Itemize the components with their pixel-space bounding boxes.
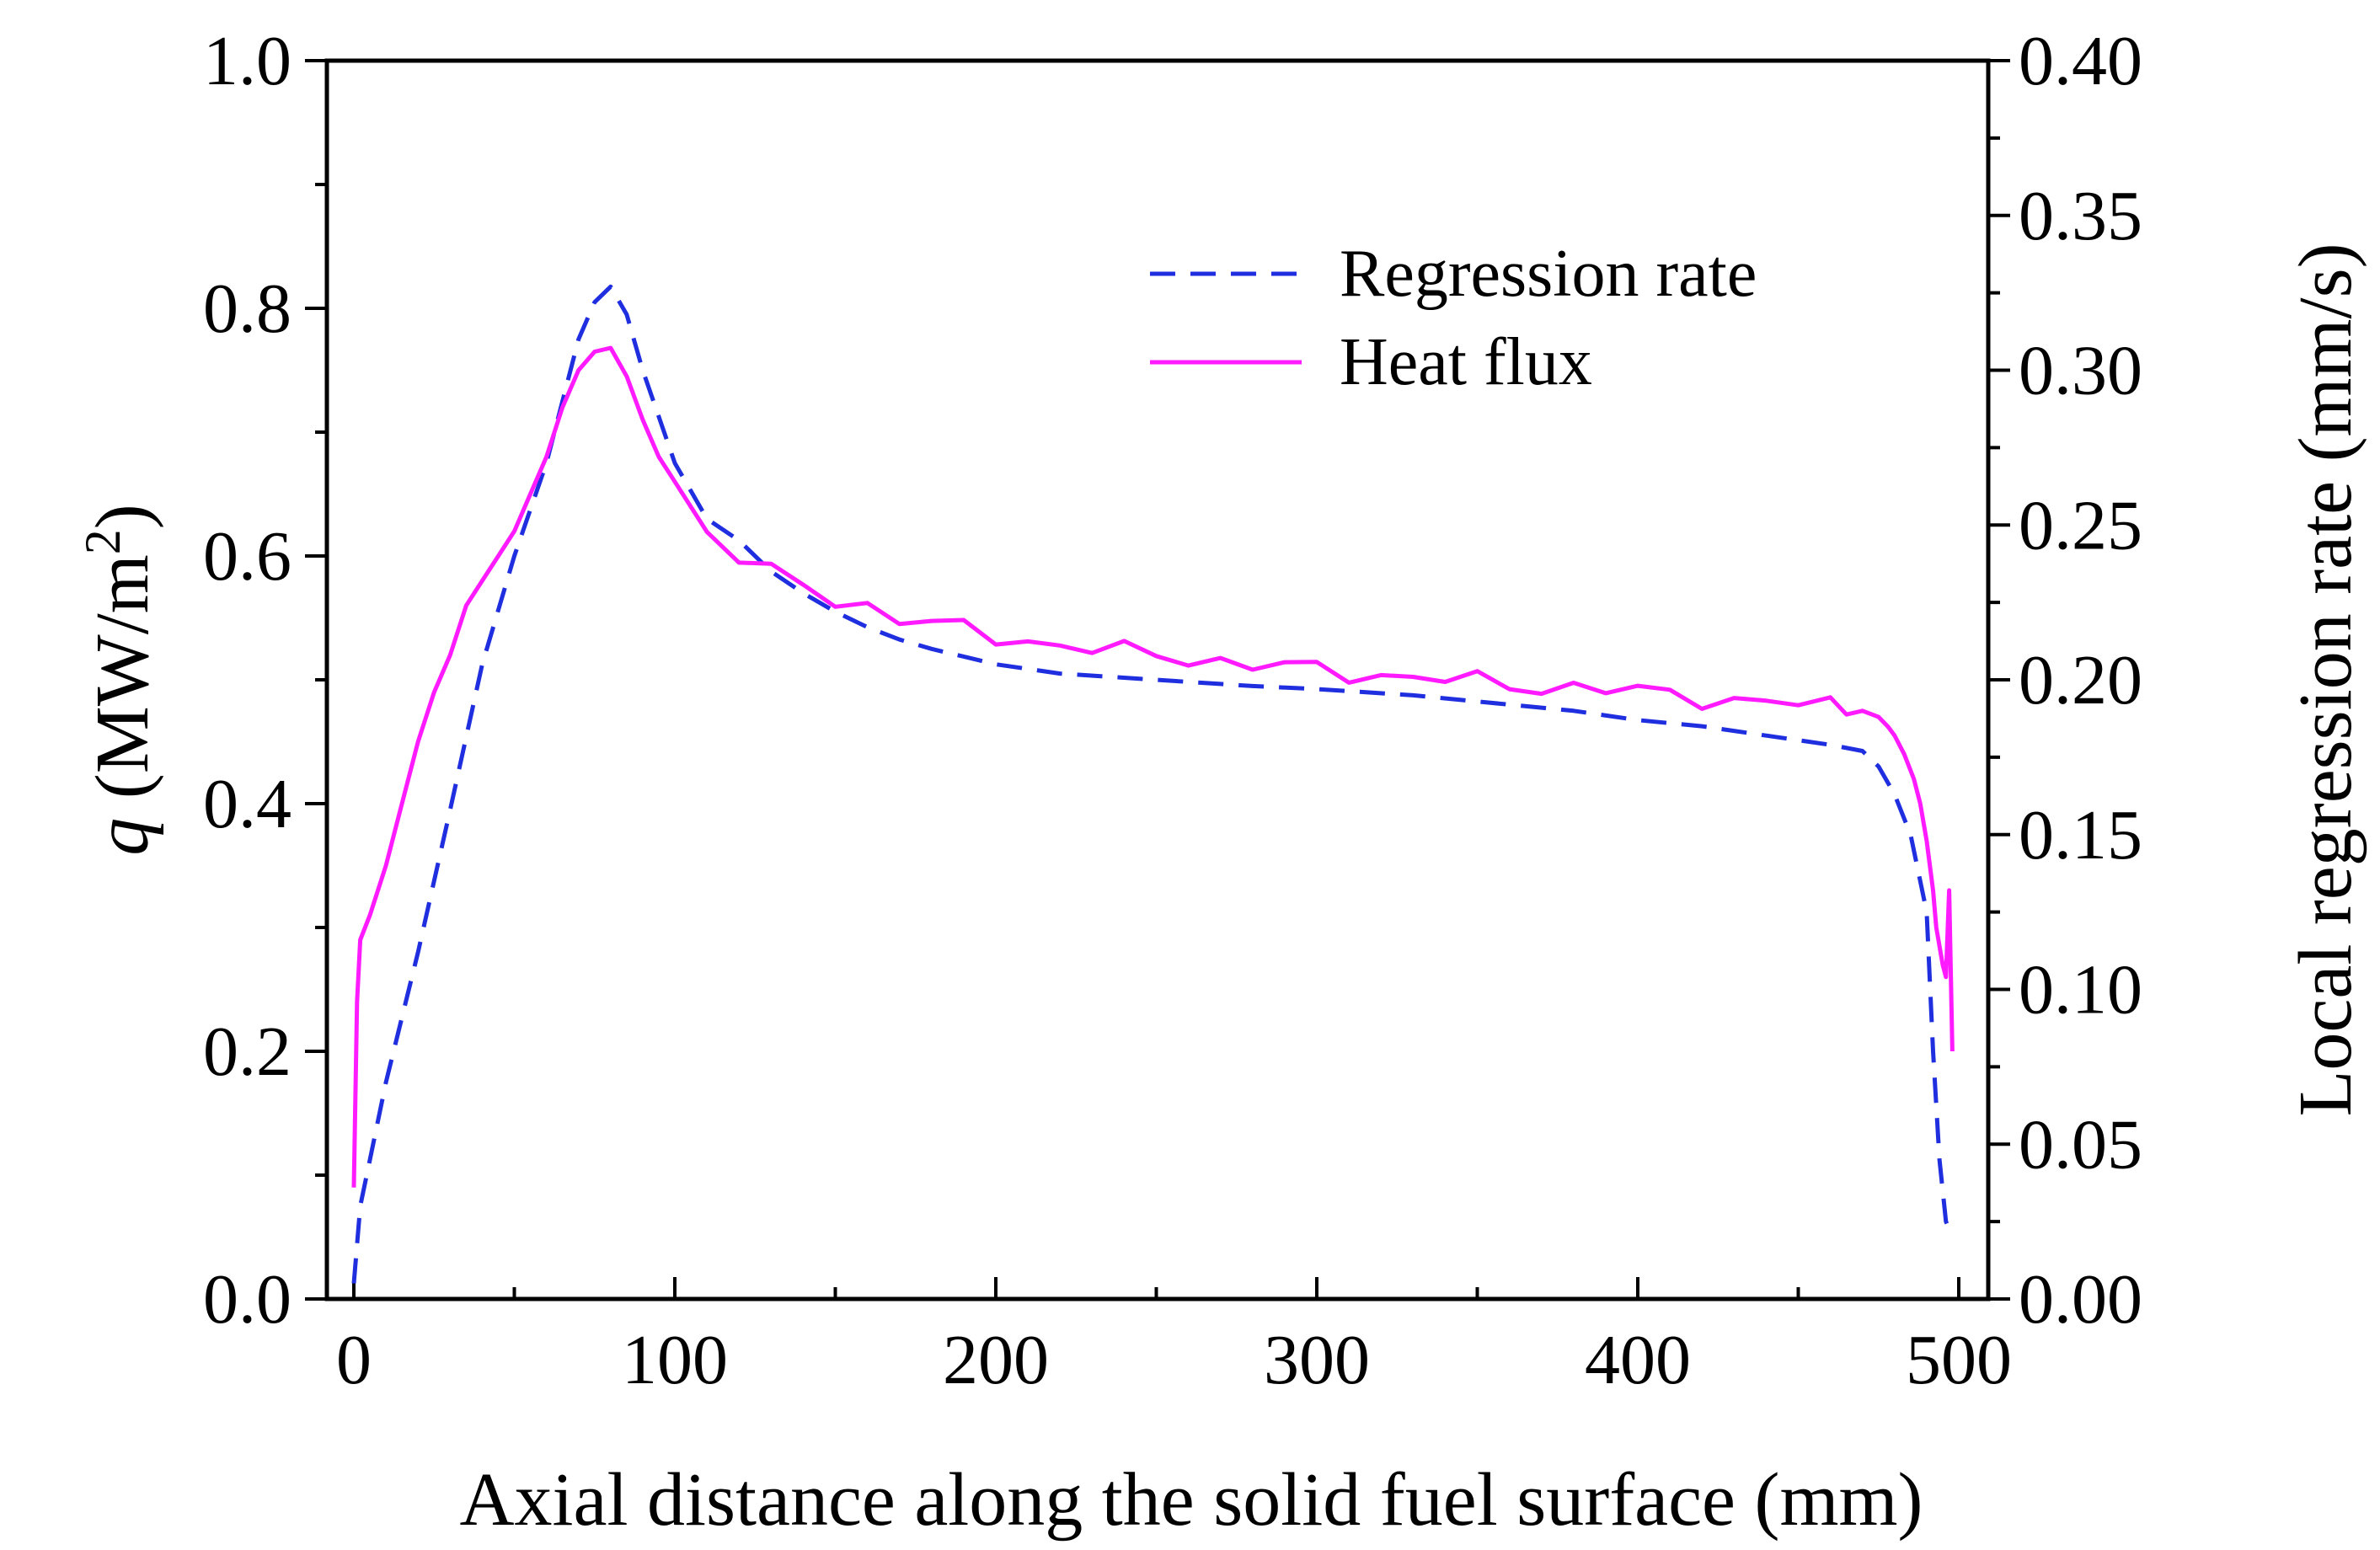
series-layer	[351, 284, 1955, 1284]
y-left-tick-label-0: 0.0	[203, 1260, 291, 1339]
y-left-axis-symbol: q	[81, 818, 164, 856]
y-left-axis-unit-close: )	[81, 504, 164, 529]
y-right-tick-label-0-25: 0.25	[2019, 486, 2142, 564]
legend-label-heat-flux: Heat flux	[1340, 325, 1592, 399]
y-left-tick-label-0-2: 0.2	[203, 1013, 291, 1091]
y-left-axis-unit-exponent: 2	[75, 529, 131, 554]
series-line-heat-flux	[351, 345, 1955, 1188]
y-right-axis-ticks: 0.00 0.05 0.10 0.15 0.20 0.25 0.30 0.35 0.40	[1988, 22, 2142, 1339]
x-tick-label-500: 500	[1906, 1321, 2012, 1399]
x-axis-ticks: 0 100 200 300 400 500	[336, 1277, 2012, 1399]
y-right-tick-label-0-4: 0.40	[2019, 22, 2142, 100]
y-left-tick-label-0-8: 0.8	[203, 270, 291, 348]
y-left-tick-label-0-6: 0.6	[203, 517, 291, 596]
x-tick-label-0: 0	[336, 1321, 372, 1399]
x-tick-label-200: 200	[943, 1321, 1049, 1399]
x-axis-title: Axial distance along the solid fuel surf…	[460, 1458, 1923, 1542]
y-left-tick-label-0-4: 0.4	[203, 765, 291, 843]
y-left-axis-unit: (MW/m	[81, 554, 164, 817]
y-right-tick-label-0-2: 0.20	[2019, 641, 2142, 719]
legend-label-regression-rate: Regression rate	[1340, 237, 1757, 311]
x-tick-label-300: 300	[1264, 1321, 1370, 1399]
y-right-tick-label-0: 0.00	[2019, 1260, 2142, 1339]
y-right-tick-label-0-3: 0.30	[2019, 332, 2142, 410]
y-left-tick-label-1: 1.0	[203, 22, 291, 100]
y-right-tick-label-0-15: 0.15	[2019, 796, 2142, 874]
x-tick-label-100: 100	[622, 1321, 728, 1399]
y-right-tick-label-0-35: 0.35	[2019, 177, 2142, 255]
legend: Regression rate Heat flux	[1150, 237, 1757, 399]
y-left-axis-title: q (MW/m2)	[75, 504, 164, 855]
y-right-axis-title: Local regression rate (mm/s)	[2284, 243, 2367, 1116]
y-right-tick-label-0-1: 0.10	[2019, 951, 2142, 1029]
y-right-tick-label-0-05: 0.05	[2019, 1105, 2142, 1184]
y-left-axis-ticks: 0.0 0.2 0.4 0.6 0.8 1.0	[203, 22, 327, 1339]
x-tick-label-400: 400	[1585, 1321, 1691, 1399]
